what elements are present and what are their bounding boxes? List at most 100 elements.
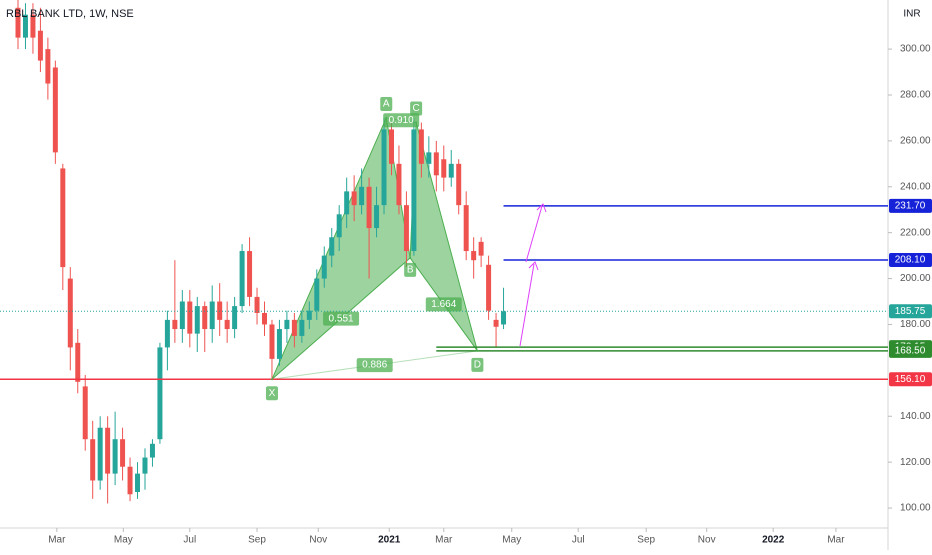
candle-body bbox=[276, 329, 282, 359]
price-label-box bbox=[889, 252, 932, 267]
candle-body bbox=[239, 251, 245, 307]
candle-body bbox=[149, 443, 155, 458]
y-tick-label: 300.00 bbox=[900, 44, 931, 55]
candle-body bbox=[359, 186, 365, 206]
candle-body bbox=[209, 301, 215, 330]
candle-body bbox=[321, 255, 327, 279]
candle-body bbox=[374, 205, 380, 229]
candle-body bbox=[426, 152, 432, 164]
x-tick-label: Nov bbox=[309, 535, 327, 546]
x-tick-label: Nov bbox=[698, 535, 716, 546]
candle-body bbox=[202, 306, 208, 330]
x-tick-label: Jul bbox=[183, 535, 196, 546]
pattern-point-label: C bbox=[413, 103, 420, 114]
candle-body bbox=[493, 319, 499, 327]
candle-body bbox=[157, 347, 163, 440]
pattern-ratio: 1.664 bbox=[431, 299, 456, 310]
price-label: 231.70 bbox=[895, 200, 926, 211]
candle-body bbox=[314, 278, 320, 311]
candle-body bbox=[478, 241, 484, 256]
candle-body bbox=[284, 319, 290, 330]
pattern-ratio-box bbox=[356, 358, 393, 373]
candle-body bbox=[366, 186, 372, 229]
candle-body bbox=[262, 312, 268, 325]
candle-body bbox=[82, 386, 88, 440]
arrow bbox=[525, 205, 543, 263]
arrow-head bbox=[536, 203, 547, 213]
y-tick-label: 140.00 bbox=[900, 411, 931, 422]
candle-body bbox=[135, 473, 141, 492]
candle-body bbox=[299, 319, 305, 336]
candle-body bbox=[60, 168, 66, 268]
price-label: 185.75 bbox=[895, 306, 926, 317]
y-tick-label: 200.00 bbox=[900, 273, 931, 284]
x-tick-label: 2022 bbox=[762, 535, 785, 546]
candle-body bbox=[179, 301, 185, 330]
x-tick-label: Mar bbox=[827, 535, 845, 546]
pattern-point-label: X bbox=[269, 388, 276, 399]
pattern-point bbox=[409, 256, 412, 259]
currency: INR bbox=[903, 9, 920, 20]
candle-body bbox=[224, 319, 230, 330]
price-label-box bbox=[889, 198, 932, 213]
candle-body bbox=[97, 427, 103, 481]
pattern-point-label-box bbox=[410, 101, 423, 116]
pattern-point bbox=[476, 349, 479, 352]
y-tick-label: 220.00 bbox=[900, 227, 931, 238]
candle-body bbox=[232, 306, 238, 330]
pattern-ratio: 0.910 bbox=[389, 115, 414, 126]
candle-body bbox=[381, 129, 387, 206]
candle-body bbox=[217, 301, 223, 320]
candle-body bbox=[441, 159, 447, 178]
pattern-point bbox=[270, 378, 273, 381]
candle-body bbox=[90, 439, 96, 481]
x-tick-label: Mar bbox=[435, 535, 453, 546]
candle-body bbox=[187, 301, 193, 334]
candle-body bbox=[501, 311, 507, 325]
chart-title: RBL BANK LTD, 1W, NSE bbox=[6, 8, 134, 20]
candle-body bbox=[67, 278, 73, 348]
pattern-point-label-box bbox=[265, 386, 278, 401]
candle-body bbox=[336, 214, 342, 238]
price-label: 168.50 bbox=[895, 345, 926, 356]
candle-body bbox=[306, 310, 312, 320]
candle-body bbox=[52, 67, 58, 153]
candle-body bbox=[329, 237, 335, 256]
pattern-ratio: 0.551 bbox=[329, 313, 354, 324]
candle-body bbox=[448, 163, 454, 178]
pattern-point-label-box bbox=[471, 357, 484, 372]
candle-body bbox=[433, 152, 439, 176]
pattern-point-label: D bbox=[474, 359, 481, 370]
candle-body bbox=[112, 439, 118, 474]
candle-body bbox=[463, 205, 469, 252]
pattern-ratio-box bbox=[383, 113, 420, 128]
pattern-ratio: 0.886 bbox=[362, 360, 387, 371]
candle-body bbox=[471, 251, 477, 261]
y-tick-label: 280.00 bbox=[900, 90, 931, 101]
candle-body bbox=[105, 427, 111, 474]
price-label-box bbox=[889, 343, 932, 358]
candle-body bbox=[269, 324, 275, 359]
pattern-ratio-box bbox=[323, 311, 360, 326]
y-tick-label: 100.00 bbox=[900, 503, 931, 514]
candle-body bbox=[418, 129, 424, 164]
x-tick-label: May bbox=[502, 535, 521, 546]
candle-body bbox=[30, 14, 36, 38]
candle-body bbox=[486, 264, 492, 311]
x-tick-label: Sep bbox=[637, 535, 655, 546]
candle-body bbox=[456, 163, 462, 206]
candle-body bbox=[403, 205, 409, 252]
candle-body bbox=[351, 191, 357, 206]
arrow bbox=[519, 263, 535, 347]
candle-body bbox=[164, 319, 170, 348]
price-label: 156.10 bbox=[895, 374, 926, 385]
price-label: 208.10 bbox=[895, 255, 926, 266]
candle-body bbox=[15, 7, 21, 38]
candle-body bbox=[388, 129, 394, 164]
candle-body bbox=[22, 14, 28, 38]
price-label-box bbox=[889, 304, 932, 319]
candle-body bbox=[396, 163, 402, 206]
candle-body bbox=[127, 466, 133, 495]
